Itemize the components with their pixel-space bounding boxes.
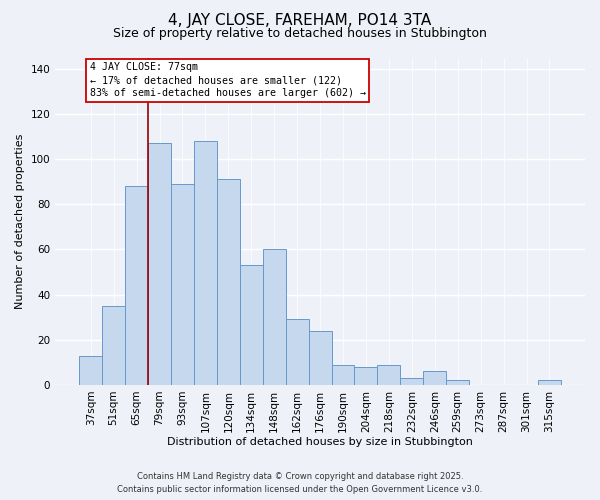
X-axis label: Distribution of detached houses by size in Stubbington: Distribution of detached houses by size … (167, 438, 473, 448)
Bar (79, 356, 102, 385)
Bar (400, 378, 423, 385)
Bar (148, 144, 171, 385)
Bar (538, 380, 561, 385)
Bar (171, 184, 194, 385)
Text: Contains HM Land Registry data © Crown copyright and database right 2025.
Contai: Contains HM Land Registry data © Crown c… (118, 472, 482, 494)
Text: 4, JAY CLOSE, FAREHAM, PO14 3TA: 4, JAY CLOSE, FAREHAM, PO14 3TA (169, 12, 431, 28)
Bar (263, 250, 286, 385)
Bar (217, 180, 240, 385)
Bar (125, 186, 148, 385)
Bar (446, 380, 469, 385)
Bar (240, 266, 263, 385)
Bar (194, 141, 217, 385)
Text: Size of property relative to detached houses in Stubbington: Size of property relative to detached ho… (113, 28, 487, 40)
Bar (355, 367, 377, 385)
Y-axis label: Number of detached properties: Number of detached properties (15, 134, 25, 309)
Bar (332, 364, 355, 385)
Bar (308, 331, 332, 385)
Bar (286, 320, 308, 385)
Bar (423, 372, 446, 385)
Bar (377, 364, 400, 385)
Bar (102, 306, 125, 385)
Text: 4 JAY CLOSE: 77sqm
← 17% of detached houses are smaller (122)
83% of semi-detach: 4 JAY CLOSE: 77sqm ← 17% of detached hou… (89, 62, 365, 98)
